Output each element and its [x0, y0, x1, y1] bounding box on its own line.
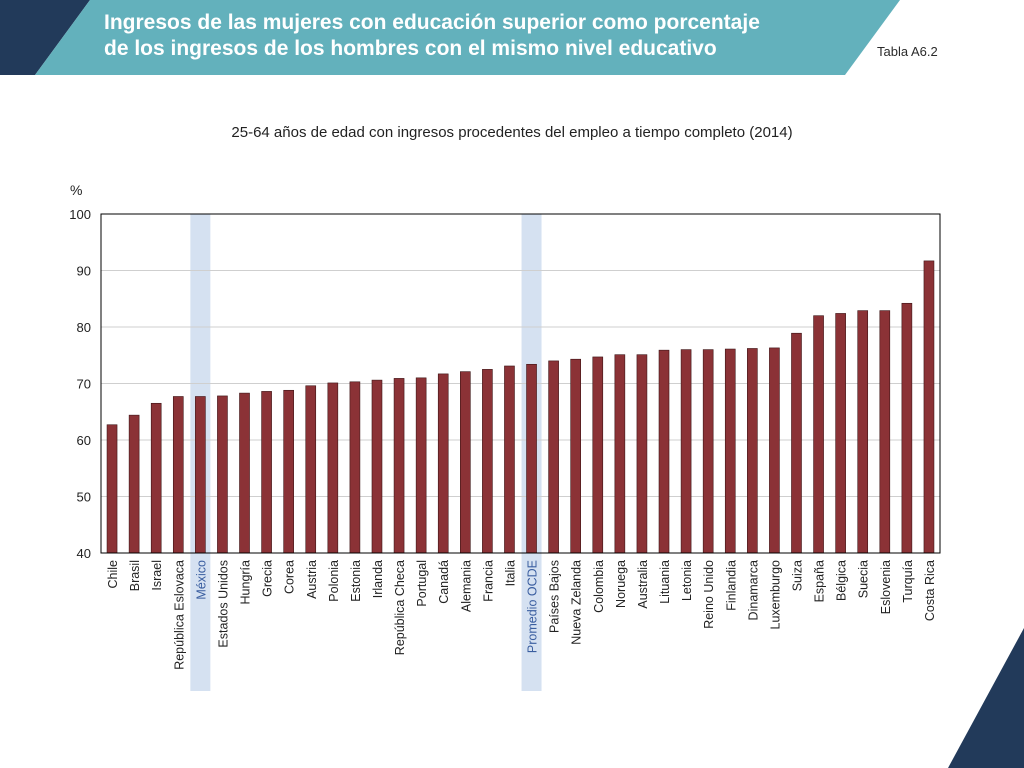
- x-tick-label: España: [813, 560, 827, 602]
- x-tick-label: Estonia: [349, 560, 363, 602]
- x-tick-label: Austria: [305, 560, 319, 599]
- x-tick-label: República Checa: [393, 560, 407, 655]
- x-axis: Chile Brasil Israel República Eslovaca Méxic…: [106, 560, 937, 670]
- x-tick-label: Estados Unidos: [216, 560, 230, 648]
- x-tick-label: Alemania: [459, 560, 473, 612]
- y-tick-label: 60: [77, 433, 91, 448]
- y-tick-label: 40: [77, 546, 91, 561]
- x-tick-label: Polonia: [327, 560, 341, 602]
- y-tick-label: 80: [77, 320, 91, 335]
- x-tick-label: Finlandia: [724, 560, 738, 611]
- x-tick-label: Promedio OCDE: [526, 560, 540, 653]
- slide-title: Ingresos de las mujeres con educación su…: [104, 10, 834, 62]
- x-tick-label: Israel: [150, 560, 164, 591]
- x-tick-label: Lituania: [658, 560, 672, 604]
- x-tick-label: Francia: [481, 560, 495, 602]
- x-tick-label: Chile: [106, 560, 120, 589]
- x-tick-label: Turquía: [901, 560, 915, 603]
- header-dark-block: [0, 0, 90, 75]
- x-tick-label: Hungría: [239, 560, 253, 605]
- chart-title: 25-64 años de edad con ingresos proceden…: [231, 124, 793, 141]
- slide-title-line-1: Ingresos de las mujeres con educación su…: [104, 11, 760, 34]
- corner-triangle: [948, 628, 1024, 768]
- plot-frame: [100, 213, 941, 554]
- x-tick-label: Bélgica: [835, 560, 849, 601]
- y-tick-label: 50: [77, 490, 91, 505]
- y-axis: 40 50 60 70 80 90 100: [69, 207, 91, 561]
- x-tick-label: Australia: [636, 560, 650, 609]
- y-tick-label: 70: [77, 377, 91, 392]
- x-tick-label: México: [194, 560, 208, 600]
- header-teal-band: [35, 0, 900, 75]
- x-tick-label: Brasil: [128, 560, 142, 591]
- x-tick-label: Irlanda: [371, 560, 385, 598]
- x-tick-label: Suecia: [857, 560, 871, 598]
- x-tick-label: Grecia: [261, 560, 275, 597]
- x-tick-label: Costa Rica: [923, 560, 937, 621]
- slide-title-line-2: de los ingresos de los hombres con el mi…: [104, 37, 717, 60]
- y-axis-label: %: [70, 182, 82, 198]
- x-tick-label: Italia: [503, 560, 517, 586]
- y-tick-label: 100: [69, 207, 91, 222]
- x-tick-label: Eslovenia: [879, 560, 893, 614]
- y-tick-label: 90: [77, 264, 91, 279]
- x-tick-label: Letonia: [680, 560, 694, 601]
- x-tick-label: República Eslovaca: [172, 560, 186, 670]
- table-reference: Tabla A6.2: [877, 44, 938, 59]
- x-tick-label: Dinamarca: [746, 560, 760, 620]
- header-banner: [0, 0, 900, 75]
- x-tick-label: Luxemburgo: [768, 560, 782, 630]
- x-tick-label: Portugal: [415, 560, 429, 607]
- x-tick-label: Canadá: [437, 560, 451, 604]
- x-tick-label: Países Bajos: [548, 560, 562, 633]
- x-tick-label: Suiza: [790, 560, 804, 591]
- x-tick-label: Noruega: [614, 560, 628, 608]
- x-tick-label: Nueva Zelanda: [570, 560, 584, 645]
- x-tick-label: Colombia: [592, 560, 606, 613]
- x-tick-label: Corea: [283, 560, 297, 594]
- x-tick-label: Reino Unido: [702, 560, 716, 629]
